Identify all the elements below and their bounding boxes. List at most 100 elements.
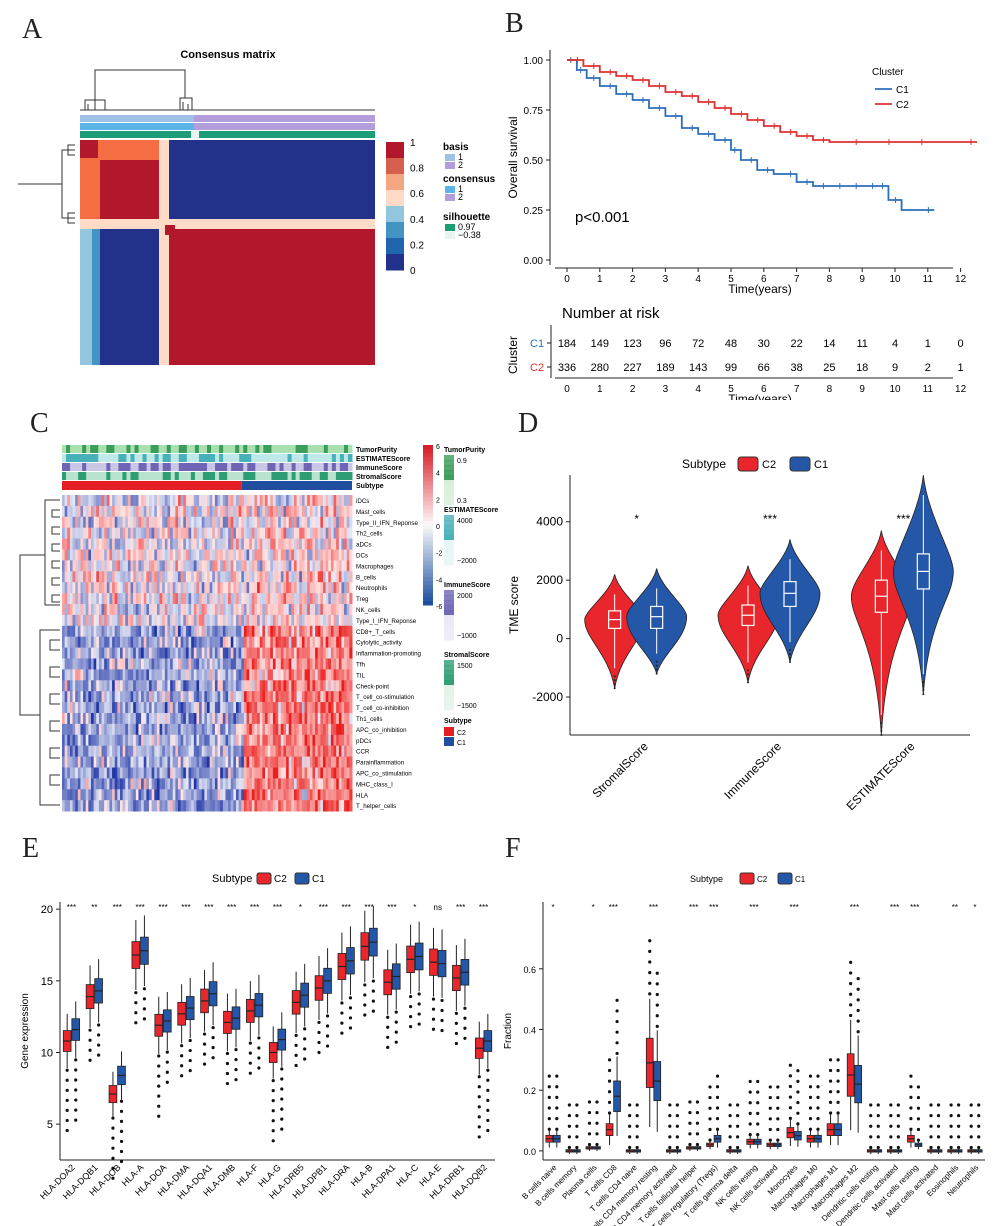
heatmap-cell [154,527,158,539]
heatmap-cell [69,593,74,605]
heatmap-cell [333,636,337,648]
colorbar-swatch [423,525,433,530]
heatmap-cell [64,713,68,725]
heatmap-cell [304,647,308,659]
outlier-C2 [587,1110,592,1115]
heatmap-cell [159,516,163,529]
heatmap-cell [109,691,113,703]
heatmap-cell [191,778,195,790]
heatmap-cell [141,680,145,692]
heatmap-cell [77,647,81,659]
outlier-C1 [635,1145,639,1150]
y-tick-label: 15 [41,976,53,988]
heatmap-cell [320,604,324,616]
row-label: APC_co_stimulation [356,771,412,778]
outlier-C1 [97,1053,101,1057]
heatmap-cell [72,495,76,507]
track-cell-ImmuneScore [186,463,192,471]
outlier-C1 [595,1142,599,1147]
legend-title-silhouette: silhouette [443,212,491,223]
colorbar-swatch [423,529,433,534]
heatmap-cell [323,723,327,736]
heatmap-cell [138,734,142,747]
heatmap-cell [122,614,126,627]
track-cell-StromalScore [243,472,248,480]
heatmap-cell [130,702,134,714]
heatmap-cell [133,516,137,529]
colorbar-swatch [423,513,433,518]
heatmap-cell [104,756,108,768]
heatmap-cell [262,495,266,507]
outlier-C2 [547,1106,551,1110]
heatmap-cell [209,691,213,703]
heatmap-cell [294,756,298,768]
heatmap-cell [323,636,327,648]
heatmap-cell [225,680,229,692]
heatmap-cell [112,527,116,539]
row-label: MHC_class_I [356,781,393,788]
heatmap-cell [114,669,118,681]
heatmap-cell [88,778,92,790]
heatmap-cell [133,702,137,714]
heatmap-cell [212,582,216,594]
heatmap-cell [346,516,350,529]
outlier-C1 [97,1033,101,1037]
risk-x-tick-label: 10 [889,384,901,395]
heatmap-cell [149,625,153,638]
heatmap-cell [149,745,153,757]
heatmap-cell [317,549,321,561]
track-cell-ESTIMATEScore [118,454,123,462]
heatmap-cell [246,505,250,518]
heatmap-cell [317,789,321,801]
heatmap-cell [180,505,184,518]
heatmap-cell [117,713,121,725]
heatmap-cell [312,756,316,768]
legend-swatch [445,224,455,231]
heatmap-cell [77,658,81,670]
track-cell-StromalScore [211,472,216,480]
heatmap-cell [254,549,258,561]
heatmap-cell [101,691,105,703]
heatmap-cell [238,495,242,507]
track-cell-ImmuneScore [122,463,127,471]
heatmap-cell [330,713,335,725]
legend-gradient [444,520,454,526]
legend-title: Subtype [690,874,723,884]
significance: *** [364,903,373,912]
heatmap-cell [72,756,76,768]
heatmap-cell [154,734,158,747]
heatmap-cell [209,625,213,638]
heatmap-cell [146,538,150,550]
heatmap-cell [204,495,208,507]
heatmap-cell [62,571,66,583]
heatmap-cell [127,495,132,507]
y-axis-label: Overall survival [506,116,520,198]
heatmap-cell [201,505,205,518]
heatmap-cell [162,702,166,714]
track-cell-ESTIMATEScore [158,454,164,462]
heatmap-cell [280,549,284,561]
heatmap-cell [138,702,142,714]
heatmap-cell [193,571,197,583]
heatmap-cell [238,560,242,572]
heatmap-cell [315,734,319,747]
heatmap-cell [188,505,192,518]
legend-swatch [445,194,455,201]
heatmap-cell [280,789,284,801]
heatmap-cell [112,495,116,507]
heatmap-cell [344,582,348,594]
heatmap-cell [96,669,100,681]
heatmap-cell [170,800,174,812]
outlier-C2 [317,1030,321,1035]
heatmap-cell [109,789,113,801]
heatmap-cell [112,745,116,757]
heatmap-cell [159,680,163,692]
heatmap-cell [241,560,245,572]
heatmap-cell [262,549,266,561]
colorbar-tick: -6 [436,604,442,611]
outlier-C1 [789,656,791,659]
heatmap-cell [183,516,187,529]
heatmap-cell [85,756,89,768]
heatmap-cell [212,549,216,561]
heatmap-cell [191,636,195,648]
